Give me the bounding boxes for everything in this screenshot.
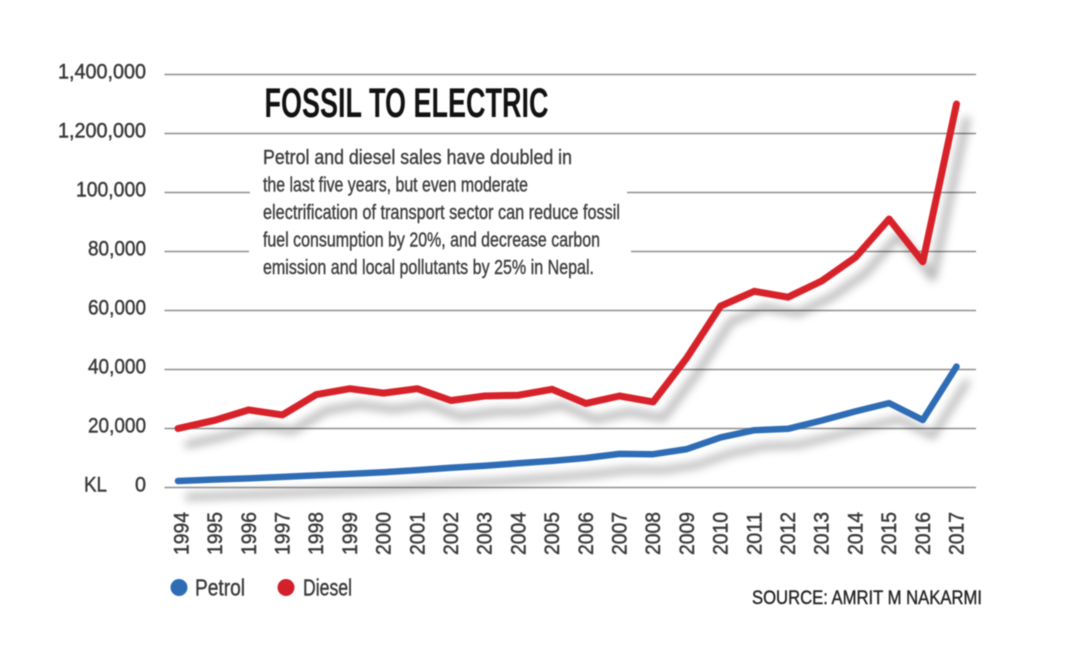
svg-text:2012: 2012 (777, 512, 800, 555)
svg-text:SOURCE: AMRIT M NAKARMI: SOURCE: AMRIT M NAKARMI (752, 588, 982, 609)
svg-text:2017: 2017 (946, 512, 969, 555)
svg-text:1,400,000: 1,400,000 (58, 61, 146, 84)
svg-text:2003: 2003 (474, 512, 497, 555)
svg-text:2011: 2011 (743, 512, 766, 555)
svg-text:electrification of transport s: electrification of transport sector can … (263, 202, 620, 224)
svg-text:2009: 2009 (676, 512, 699, 555)
svg-text:1999: 1999 (339, 512, 362, 555)
svg-text:2006: 2006 (575, 512, 598, 555)
svg-text:2014: 2014 (844, 512, 867, 555)
svg-text:80,000: 80,000 (88, 238, 146, 261)
svg-text:2005: 2005 (541, 512, 564, 555)
svg-text:FOSSIL TO ELECTRIC: FOSSIL TO ELECTRIC (265, 79, 549, 126)
svg-text:the last five years, but even: the last five years, but even moderate (263, 175, 528, 197)
svg-text:2010: 2010 (710, 512, 733, 555)
svg-text:Diesel: Diesel (303, 575, 352, 601)
svg-text:emission and local pollutants: emission and local pollutants by 25% in … (263, 257, 594, 279)
svg-text:100,000: 100,000 (76, 179, 146, 202)
svg-text:1995: 1995 (204, 512, 227, 555)
svg-text:20,000: 20,000 (88, 415, 146, 438)
svg-text:2002: 2002 (440, 512, 463, 555)
svg-text:2007: 2007 (609, 512, 632, 555)
svg-text:2001: 2001 (406, 512, 429, 555)
svg-text:2015: 2015 (878, 512, 901, 555)
svg-text:fuel consumption by 20%, and d: fuel consumption by 20%, and decrease ca… (263, 230, 600, 252)
svg-text:1998: 1998 (305, 512, 328, 555)
svg-text:2000: 2000 (373, 512, 396, 555)
svg-text:1996: 1996 (238, 512, 261, 555)
svg-text:60,000: 60,000 (88, 297, 146, 320)
svg-text:40,000: 40,000 (88, 356, 146, 379)
svg-text:2004: 2004 (507, 512, 530, 555)
svg-text:0: 0 (135, 474, 146, 497)
svg-text:2008: 2008 (642, 512, 665, 555)
svg-text:2016: 2016 (912, 512, 935, 555)
svg-text:Petrol: Petrol (195, 575, 245, 601)
svg-text:1997: 1997 (272, 512, 295, 555)
svg-text:1,200,000: 1,200,000 (58, 120, 146, 143)
svg-text:Petrol and diesel sales have d: Petrol and diesel sales have doubled in (263, 147, 572, 169)
svg-text:1994: 1994 (170, 512, 193, 555)
svg-text:2013: 2013 (811, 512, 834, 555)
svg-text:KL: KL (84, 474, 107, 497)
